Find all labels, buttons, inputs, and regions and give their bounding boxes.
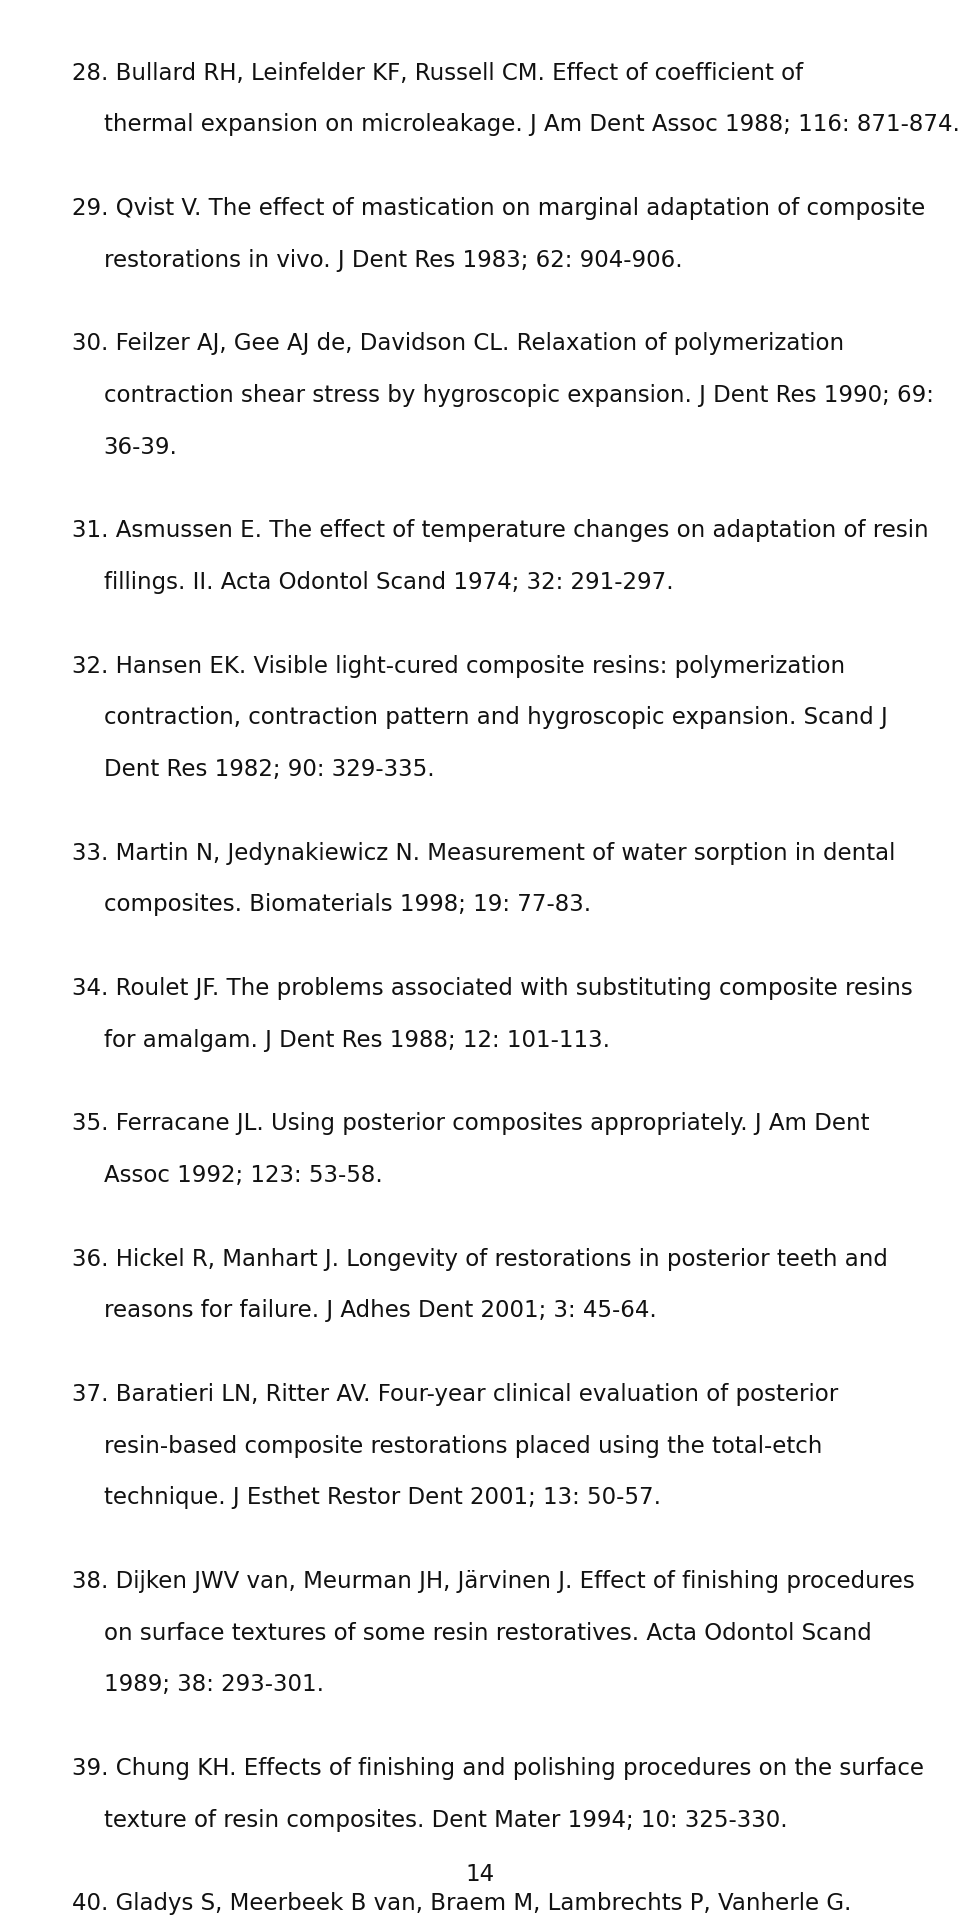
Text: for amalgam. J Dent Res 1988; 12: 101-113.: for amalgam. J Dent Res 1988; 12: 101-11… [104,1029,610,1052]
Text: contraction shear stress by hygroscopic expansion. J Dent Res 1990; 69:: contraction shear stress by hygroscopic … [104,384,933,407]
Text: 14: 14 [466,1862,494,1886]
Text: on surface textures of some resin restoratives. Acta Odontol Scand: on surface textures of some resin restor… [104,1621,872,1644]
Text: thermal expansion on microleakage. J Am Dent Assoc 1988; 116: 871-874.: thermal expansion on microleakage. J Am … [104,114,960,137]
Text: 30. Feilzer AJ, Gee AJ de, Davidson CL. Relaxation of polymerization: 30. Feilzer AJ, Gee AJ de, Davidson CL. … [72,332,844,355]
Text: fillings. II. Acta Odontol Scand 1974; 32: 291-297.: fillings. II. Acta Odontol Scand 1974; 3… [104,571,673,594]
Text: 35. Ferracane JL. Using posterior composites appropriately. J Am Dent: 35. Ferracane JL. Using posterior compos… [72,1112,870,1135]
Text: technique. J Esthet Restor Dent 2001; 13: 50-57.: technique. J Esthet Restor Dent 2001; 13… [104,1486,660,1509]
Text: Assoc 1992; 123: 53-58.: Assoc 1992; 123: 53-58. [104,1164,382,1187]
Text: 40. Gladys S, Meerbeek B van, Braem M, Lambrechts P, Vanherle G.: 40. Gladys S, Meerbeek B van, Braem M, L… [72,1891,852,1915]
Text: 32. Hansen EK. Visible light-cured composite resins: polymerization: 32. Hansen EK. Visible light-cured compo… [72,654,845,677]
Text: texture of resin composites. Dent Mater 1994; 10: 325-330.: texture of resin composites. Dent Mater … [104,1808,787,1832]
Text: composites. Biomaterials 1998; 19: 77-83.: composites. Biomaterials 1998; 19: 77-83… [104,894,590,917]
Text: resin-based composite restorations placed using the total-etch: resin-based composite restorations place… [104,1434,822,1457]
Text: reasons for failure. J Adhes Dent 2001; 3: 45-64.: reasons for failure. J Adhes Dent 2001; … [104,1299,657,1322]
Text: 36-39.: 36-39. [104,436,178,459]
Text: 28. Bullard RH, Leinfelder KF, Russell CM. Effect of coefficient of: 28. Bullard RH, Leinfelder KF, Russell C… [72,62,804,85]
Text: 39. Chung KH. Effects of finishing and polishing procedures on the surface: 39. Chung KH. Effects of finishing and p… [72,1756,924,1779]
Text: restorations in vivo. J Dent Res 1983; 62: 904-906.: restorations in vivo. J Dent Res 1983; 6… [104,249,683,272]
Text: 31. Asmussen E. The effect of temperature changes on adaptation of resin: 31. Asmussen E. The effect of temperatur… [72,519,928,542]
Text: 38. Dijken JWV van, Meurman JH, Järvinen J. Effect of finishing procedures: 38. Dijken JWV van, Meurman JH, Järvinen… [72,1569,915,1592]
Text: 33. Martin N, Jedynakiewicz N. Measurement of water sorption in dental: 33. Martin N, Jedynakiewicz N. Measureme… [72,841,896,865]
Text: 37. Baratieri LN, Ritter AV. Four-year clinical evaluation of posterior: 37. Baratieri LN, Ritter AV. Four-year c… [72,1384,838,1405]
Text: Dent Res 1982; 90: 329-335.: Dent Res 1982; 90: 329-335. [104,758,434,782]
Text: contraction, contraction pattern and hygroscopic expansion. Scand J: contraction, contraction pattern and hyg… [104,706,887,730]
Text: 36. Hickel R, Manhart J. Longevity of restorations in posterior teeth and: 36. Hickel R, Manhart J. Longevity of re… [72,1247,888,1270]
Text: 29. Qvist V. The effect of mastication on marginal adaptation of composite: 29. Qvist V. The effect of mastication o… [72,197,925,220]
Text: 1989; 38: 293-301.: 1989; 38: 293-301. [104,1673,324,1696]
Text: 34. Roulet JF. The problems associated with substituting composite resins: 34. Roulet JF. The problems associated w… [72,977,913,1000]
